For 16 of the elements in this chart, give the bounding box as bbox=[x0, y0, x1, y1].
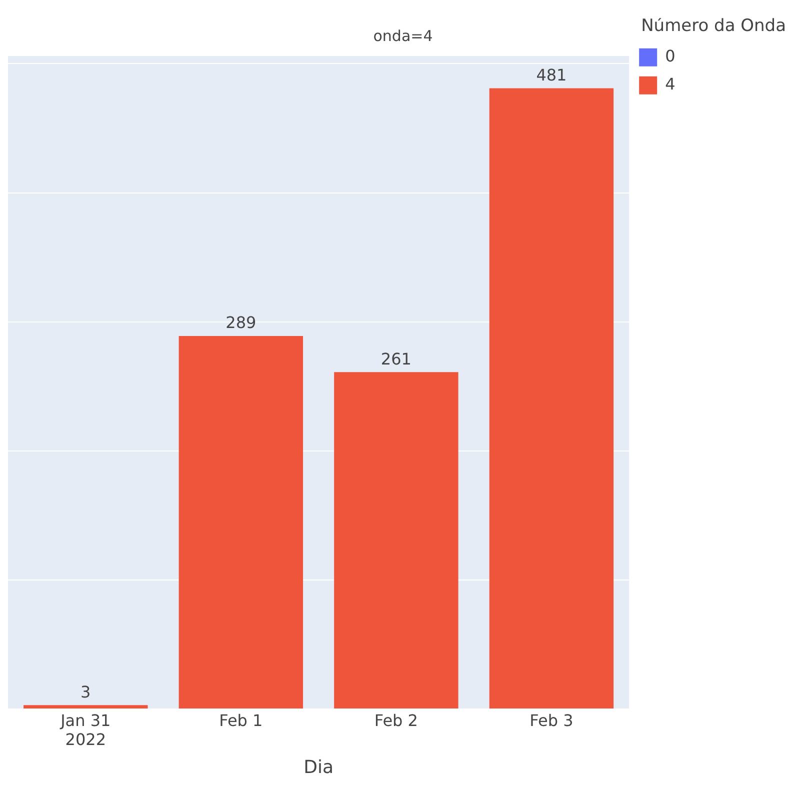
data-label: 261 bbox=[380, 349, 412, 368]
data-label: 481 bbox=[536, 65, 567, 84]
x-tick-label: Feb 3 bbox=[530, 710, 574, 730]
bar bbox=[24, 705, 148, 708]
legend-label: 4 bbox=[665, 74, 676, 94]
x-tick-label: Jan 31 2022 bbox=[60, 710, 111, 749]
bar bbox=[178, 336, 304, 708]
chart-title: onda=4 bbox=[373, 26, 433, 45]
legend-label: 0 bbox=[665, 46, 676, 66]
data-label: 289 bbox=[226, 313, 256, 332]
x-axis-title: Dia bbox=[304, 756, 334, 778]
x-tick-label: Feb 2 bbox=[374, 710, 418, 730]
x-tick-label: Feb 1 bbox=[219, 710, 263, 730]
data-label: 3 bbox=[80, 682, 91, 702]
bar bbox=[489, 88, 614, 708]
bar bbox=[334, 372, 458, 708]
